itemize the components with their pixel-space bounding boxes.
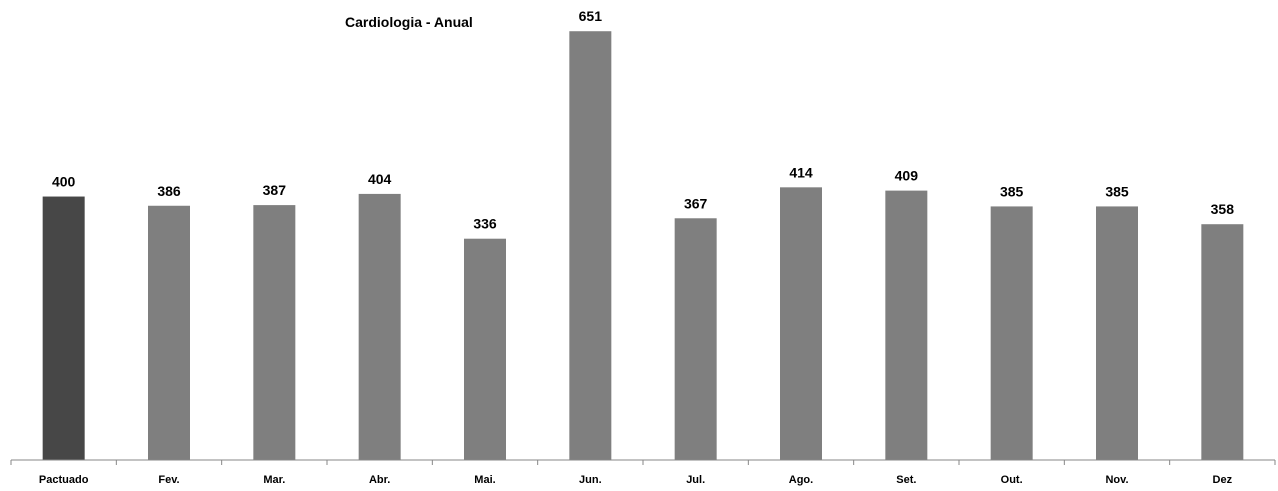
bar-mai [464, 238, 506, 460]
x-tick-label: Nov. [1105, 474, 1128, 486]
data-label: 367 [684, 195, 708, 211]
x-tick-label: Pactuado [39, 474, 89, 486]
data-label: 409 [895, 168, 919, 184]
x-tick-label: Out. [1001, 474, 1023, 486]
data-labels-layer: 400 386 387 404 336 651 367 414 409 385 385 358 [52, 8, 1234, 231]
data-label: 387 [263, 182, 287, 198]
bar-fev [148, 205, 190, 460]
data-label: 358 [1211, 201, 1235, 217]
data-label: 400 [52, 174, 76, 190]
data-label: 336 [473, 216, 497, 232]
chart-title: Cardiologia - Anual [345, 14, 473, 30]
bars-layer [42, 31, 1244, 461]
bar-pactuado [42, 196, 85, 460]
data-label: 385 [1000, 183, 1024, 199]
data-label: 414 [789, 164, 813, 180]
bar-abr [358, 193, 401, 460]
data-label: 385 [1105, 183, 1129, 199]
bar-ago [780, 187, 822, 460]
bar-jul [674, 218, 717, 460]
x-tick-label: Ago. [789, 474, 813, 486]
bar-out [990, 206, 1033, 460]
bar-jun [569, 31, 612, 461]
bar-mar [253, 205, 296, 460]
bar-nov [1096, 206, 1138, 460]
x-tick-label: Jul. [686, 474, 705, 486]
x-tick-label: Abr. [369, 474, 390, 486]
data-label: 404 [368, 171, 392, 187]
x-tick-label: Fev. [158, 474, 179, 486]
bar-dez [1201, 224, 1244, 460]
x-tick-label: Jun. [579, 474, 602, 486]
x-tick-label: Mai. [474, 474, 495, 486]
x-tick-label: Set. [896, 474, 916, 486]
x-tick-label: Mar. [263, 474, 285, 486]
data-label: 651 [579, 8, 603, 24]
bar-set [885, 190, 928, 461]
x-tick-label: Dez [1213, 474, 1233, 486]
x-axis: Pactuado Fev. Mar. Abr. Mai. Jun. Jul. Ago. Set.… [10, 459, 1276, 486]
data-label: 386 [157, 183, 181, 199]
